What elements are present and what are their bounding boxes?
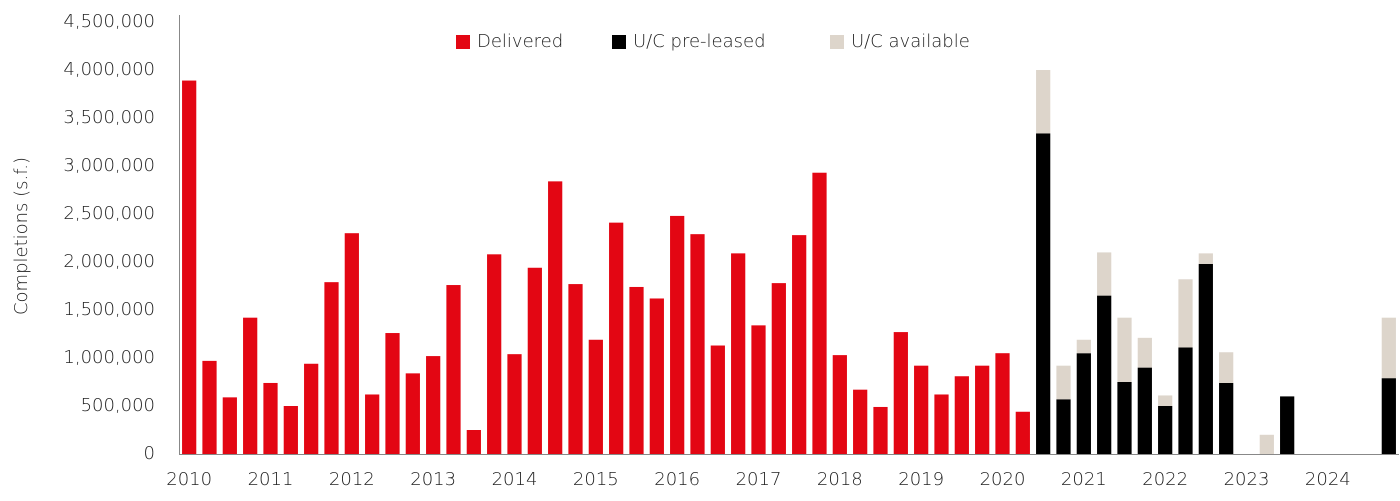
bar-segment	[344, 233, 359, 454]
x-tick-label: 2012	[329, 469, 375, 490]
bar-segment	[1381, 317, 1396, 379]
bar-segment	[1036, 70, 1051, 134]
y-tick-label: 2,000,000	[63, 251, 155, 272]
bar-segment	[1056, 365, 1071, 400]
x-tick-label: 2013	[410, 469, 456, 490]
bar-segment	[446, 285, 461, 454]
y-tick-label: 4,500,000	[63, 11, 155, 32]
x-tick-label: 2023	[1224, 469, 1270, 490]
bar-segment	[222, 397, 237, 454]
bar-segment	[751, 325, 766, 454]
bar-segment	[548, 181, 563, 455]
bar-segment	[1056, 399, 1071, 454]
x-tick-label: 2018	[817, 469, 863, 490]
y-tick-label: 1,500,000	[63, 299, 155, 320]
bar-segment	[1036, 133, 1051, 455]
bar-segment	[1117, 317, 1132, 382]
y-tick-label: 1,000,000	[63, 347, 155, 368]
bar-segment	[1178, 347, 1193, 454]
x-tick-label: 2011	[248, 469, 294, 490]
bar-segment	[893, 332, 908, 454]
legend-label: Delivered	[477, 31, 563, 52]
bar-segment	[934, 394, 949, 454]
bar-segment	[1280, 396, 1295, 454]
bar-segment	[771, 283, 786, 454]
bar-segment	[243, 317, 258, 454]
bar-segment	[975, 365, 990, 454]
bar-segment	[466, 430, 481, 454]
bar-segment	[1117, 382, 1132, 454]
y-tick-label: 500,000	[81, 395, 155, 416]
bar-segment	[1076, 353, 1091, 454]
bar-segment	[609, 222, 624, 454]
x-tick-label: 2010	[166, 469, 212, 490]
bar-segment	[873, 406, 888, 454]
y-tick-label: 3,500,000	[63, 107, 155, 128]
bar-segment	[507, 354, 522, 454]
bar-segment	[487, 254, 502, 454]
bar-segment	[995, 353, 1010, 454]
bar-segment	[954, 376, 969, 454]
bar-segment	[426, 356, 441, 454]
bar-segment	[1097, 295, 1112, 454]
x-tick-label: 2017	[736, 469, 782, 490]
bar-segment	[1097, 252, 1112, 296]
bar-segment	[324, 282, 339, 454]
bar-segment	[670, 215, 685, 454]
bar-segment	[1137, 337, 1152, 368]
bar-segment	[792, 235, 807, 454]
legend-swatch	[456, 35, 470, 49]
bar-segment	[365, 394, 380, 454]
x-tick-label: 2020	[980, 469, 1026, 490]
bar-segment	[1137, 367, 1152, 454]
x-tick-label: 2015	[573, 469, 619, 490]
y-tick-label: 4,000,000	[63, 59, 155, 80]
bar-segment	[1158, 406, 1173, 454]
bar-segment	[1198, 253, 1213, 264]
bar-segment	[1015, 411, 1030, 454]
bar-segment	[914, 365, 929, 454]
x-tick-label: 2024	[1305, 469, 1351, 490]
bar-segment	[527, 267, 542, 454]
bar-segment	[588, 339, 603, 454]
x-tick-label: 2014	[492, 469, 538, 490]
bar-segment	[832, 355, 847, 454]
bar-segment	[202, 360, 217, 454]
bar-segment	[1259, 434, 1274, 454]
bar-segment	[263, 382, 278, 454]
legend-swatch	[612, 35, 626, 49]
bar-segment	[1198, 263, 1213, 454]
bar-segment	[690, 234, 705, 454]
y-tick-label: 2,500,000	[63, 203, 155, 224]
legend-label: U/C pre-leased	[633, 31, 766, 52]
bar-segment	[1158, 395, 1173, 406]
bar-segment	[629, 286, 644, 454]
x-tick-label: 2019	[898, 469, 944, 490]
bar-segment	[649, 298, 664, 454]
y-tick-label: 0	[144, 443, 155, 464]
bar-segment	[1076, 339, 1091, 354]
x-tick-label: 2022	[1142, 469, 1188, 490]
bar-segment	[853, 389, 868, 454]
y-tick-label: 3,000,000	[63, 155, 155, 176]
bar-segment	[182, 80, 197, 454]
bar-segment	[385, 333, 400, 454]
bar-segment	[731, 253, 746, 454]
bar-segment	[1219, 382, 1234, 454]
legend-label: U/C available	[851, 31, 970, 52]
bar-segment	[812, 172, 827, 454]
bar-segment	[568, 284, 583, 454]
bar-segment	[304, 363, 319, 454]
legend-swatch	[830, 35, 844, 49]
y-axis-label: Completions (s.f.)	[11, 157, 32, 315]
bar-segment	[1178, 279, 1193, 348]
bar-segment	[405, 373, 420, 454]
bar-segment	[1219, 352, 1234, 383]
bar-segment	[283, 406, 298, 454]
x-tick-label: 2021	[1061, 469, 1107, 490]
x-tick-label: 2016	[654, 469, 700, 490]
bar-segment	[710, 345, 725, 454]
bar-segment	[1381, 378, 1396, 454]
